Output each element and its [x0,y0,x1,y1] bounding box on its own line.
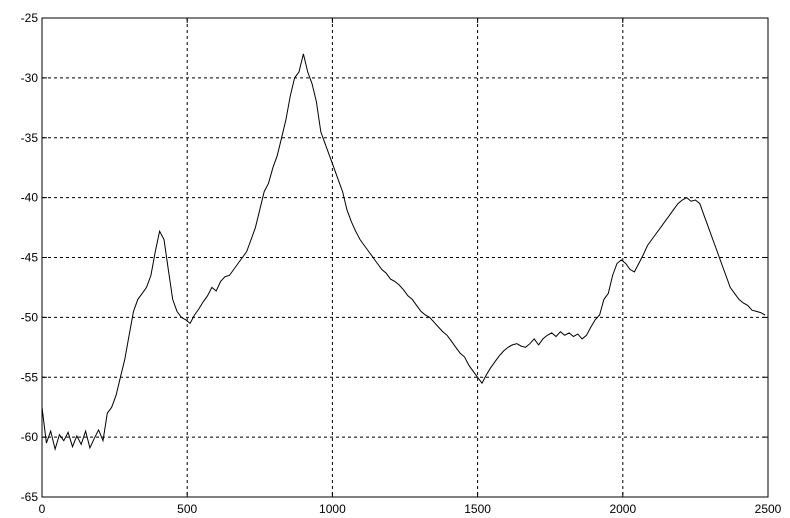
series-line-0 [41,53,766,452]
x-tick-label: 1000 [319,502,346,516]
x-tick-label: 2500 [755,502,782,516]
x-tick-label: 2000 [609,502,636,516]
y-tick-label: -35 [21,131,39,145]
y-tick-label: -50 [21,310,39,324]
x-tick-label: 500 [177,502,197,516]
x-axis-tick-labels: 0 500 1000 1500 2000 2500 [39,502,782,516]
grid [42,18,768,497]
y-axis-tick-labels: -25 -30 -35 -40 -45 -50 -55 -60 -65 [21,11,39,504]
y-tick-label: -25 [21,11,39,25]
series-group [41,53,766,452]
y-tick-label: -30 [21,71,39,85]
y-tick-label: -60 [21,430,39,444]
y-tick-label: -65 [21,490,39,504]
y-tick-label: -55 [21,370,39,384]
y-tick-label: -45 [21,251,39,265]
axis-ticks [41,17,769,498]
y-tick-label: -40 [21,191,39,205]
x-tick-label: 1500 [464,502,491,516]
x-tick-label: 0 [39,502,46,516]
